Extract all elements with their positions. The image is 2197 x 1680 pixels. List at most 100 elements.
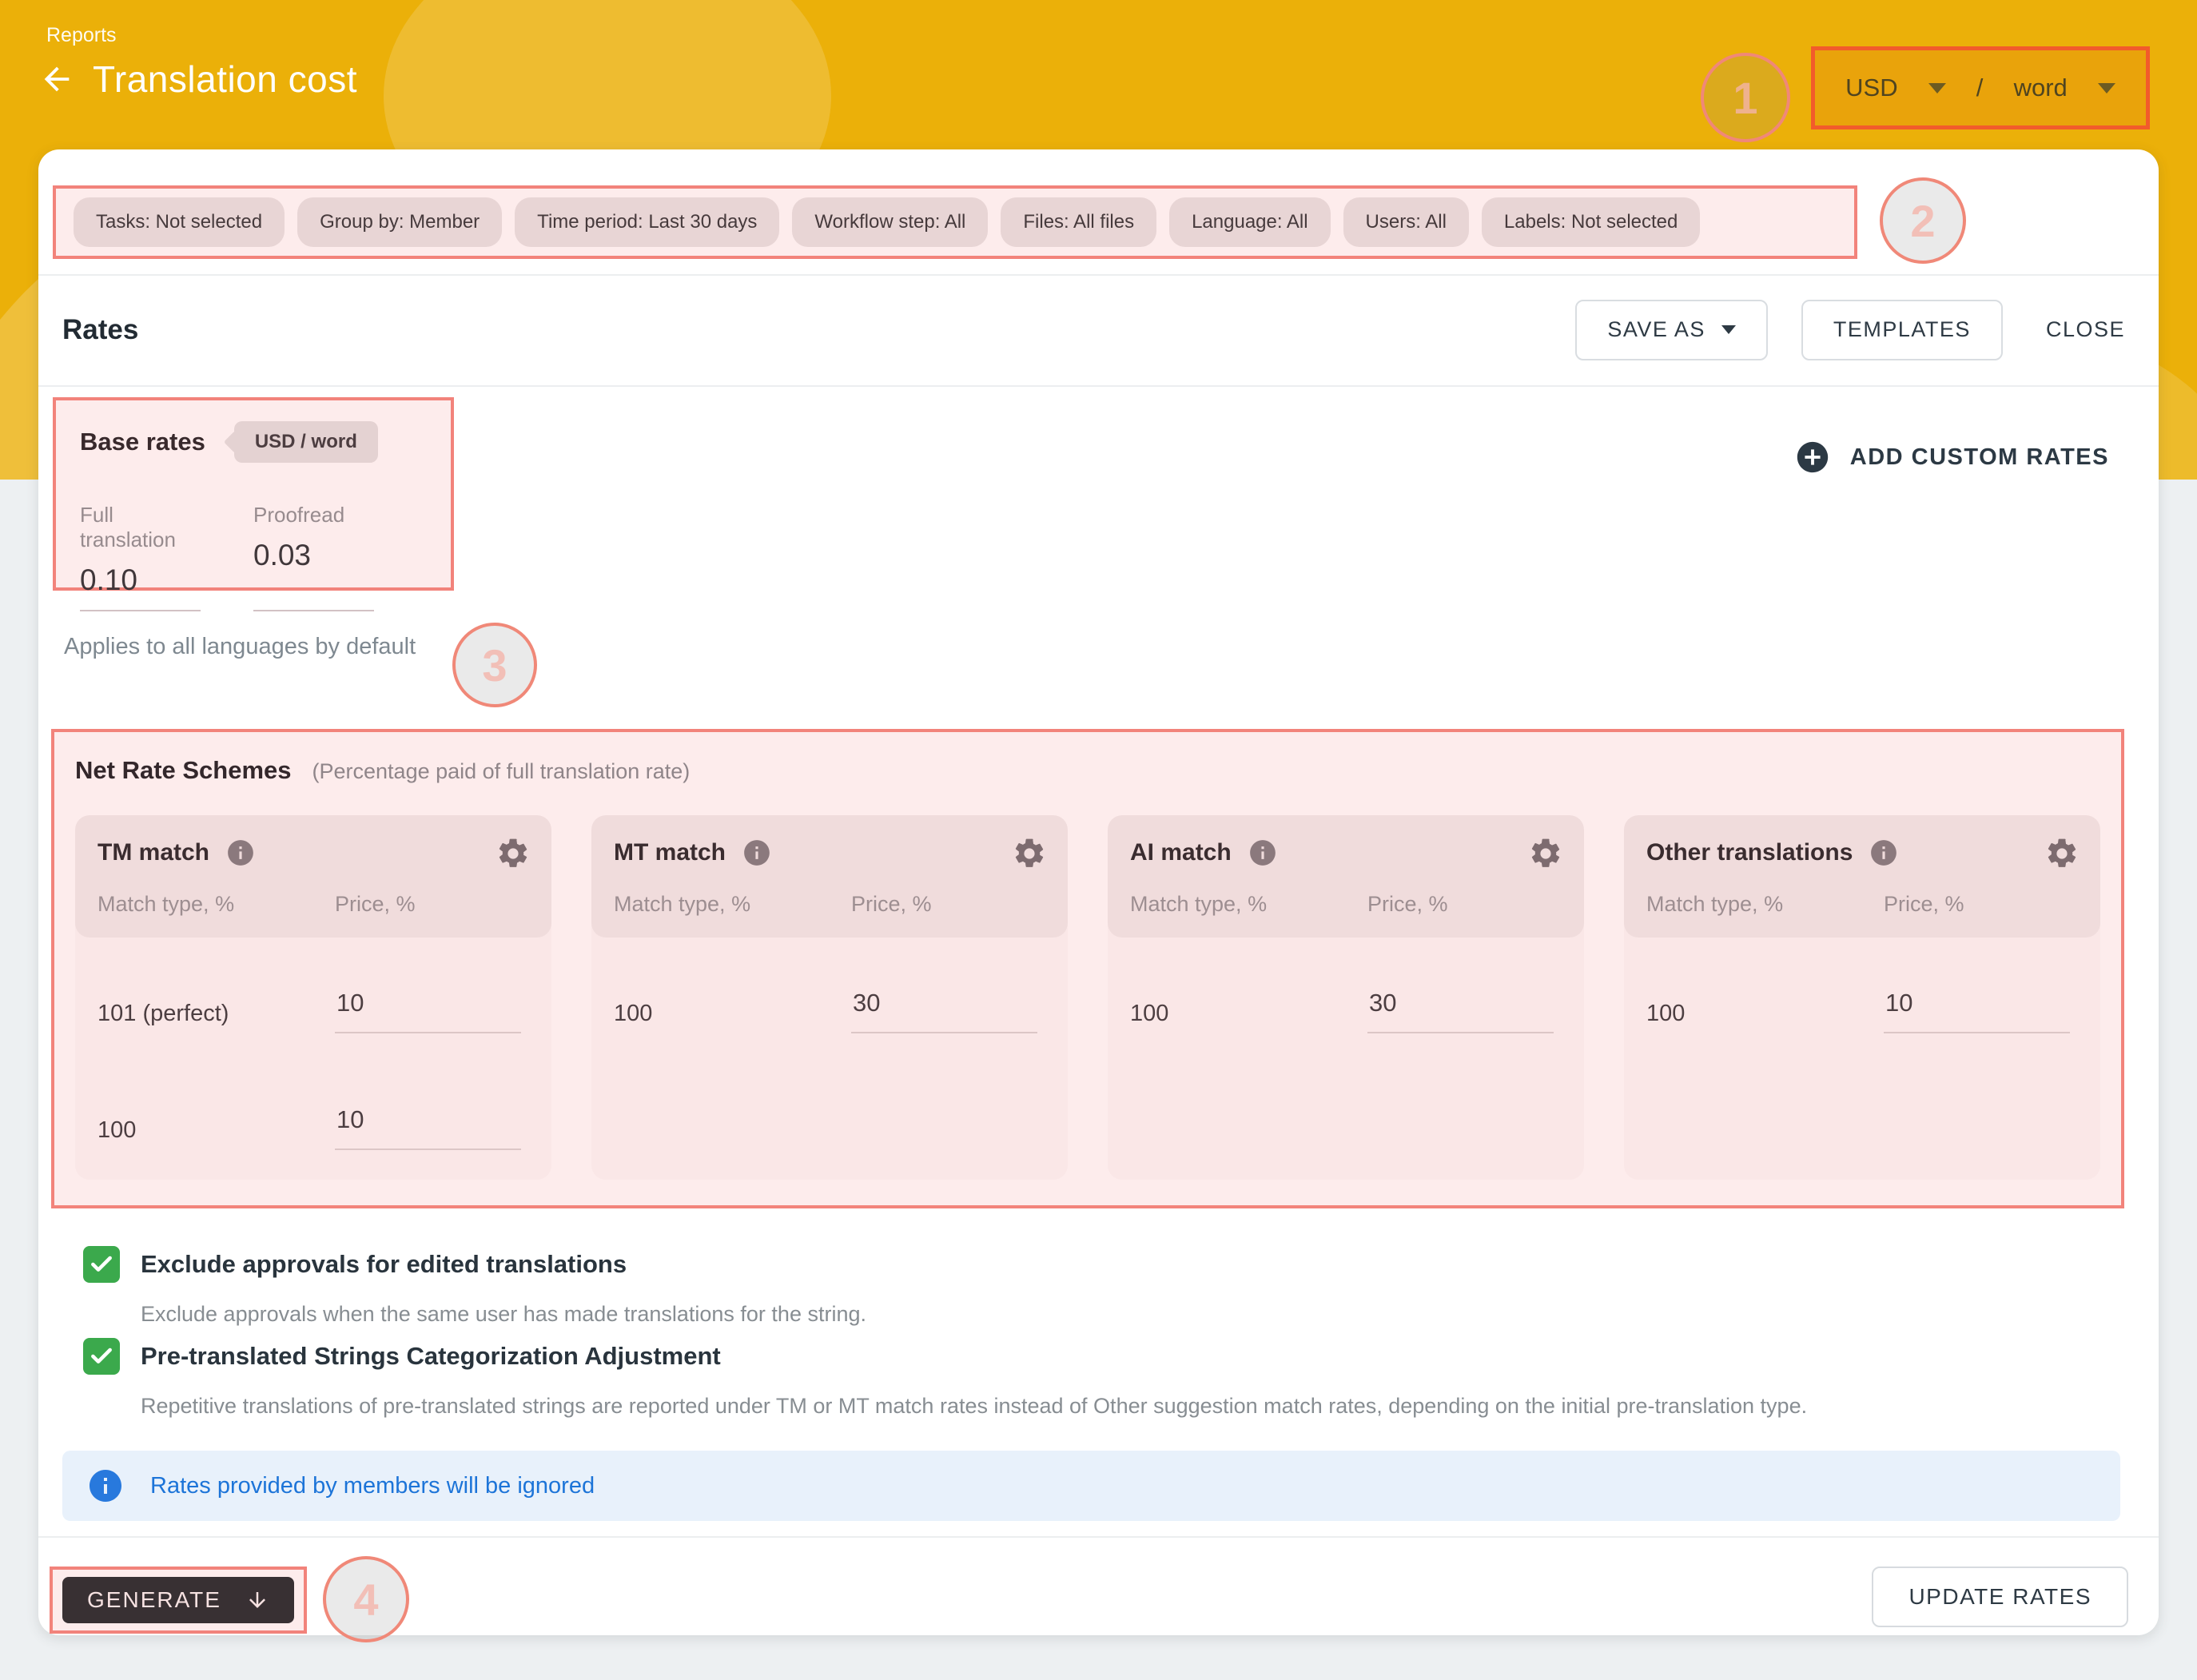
checkbox-checked-icon[interactable] bbox=[83, 1246, 120, 1283]
generate-annotation-box: GENERATE bbox=[50, 1567, 307, 1634]
info-icon[interactable] bbox=[742, 838, 772, 868]
scheme-row: 101 (perfect) 10 bbox=[98, 944, 529, 1061]
currency-unit-badge: USD / word bbox=[233, 421, 378, 463]
update-rates-button[interactable]: UPDATE RATES bbox=[1872, 1567, 2128, 1627]
breadcrumb[interactable]: Reports bbox=[46, 24, 117, 46]
filter-chip-workflow[interactable]: Workflow step: All bbox=[792, 197, 989, 247]
price-input[interactable]: 30 bbox=[851, 989, 1037, 1033]
step-circle-3: 3 bbox=[452, 623, 537, 707]
divider bbox=[38, 274, 2159, 276]
filter-chip-time-period[interactable]: Time period: Last 30 days bbox=[515, 197, 780, 247]
scheme-title: TM match bbox=[98, 839, 210, 866]
filter-chip-files[interactable]: Files: All files bbox=[1001, 197, 1157, 247]
unit-select[interactable]: word bbox=[2014, 74, 2115, 102]
full-translation-value[interactable]: 0.10 bbox=[80, 563, 138, 596]
notice-text: Rates provided by members will be ignore… bbox=[150, 1472, 595, 1499]
rates-action-bar: Rates SAVE AS TEMPLATES CLOSE bbox=[62, 276, 2135, 384]
option-title: Exclude approvals for edited translation… bbox=[141, 1250, 627, 1278]
page-title-row: Translation cost bbox=[38, 58, 357, 101]
full-translation-label: Full translation bbox=[80, 503, 176, 551]
scheme-rows: 101 (perfect) 10 100 10 bbox=[75, 938, 551, 1177]
step-circle-2: 2 bbox=[1880, 177, 1966, 264]
filter-chip-users[interactable]: Users: All bbox=[1343, 197, 1469, 247]
price-column-label: Price, % bbox=[851, 892, 932, 916]
info-icon[interactable] bbox=[225, 838, 256, 868]
scheme-rows: 100 10 bbox=[1624, 938, 2100, 1061]
price-input[interactable]: 10 bbox=[335, 1105, 521, 1150]
scheme-title: MT match bbox=[614, 839, 726, 866]
match-type-value: 100 bbox=[614, 1001, 653, 1026]
gear-icon[interactable] bbox=[1528, 836, 1563, 871]
scheme-card-header: Other translations Match type, % Price, … bbox=[1624, 815, 2100, 938]
chevron-down-icon bbox=[1928, 82, 1946, 94]
match-type-value: 100 bbox=[1130, 1001, 1169, 1026]
scheme-card-mt-match: MT match Match type, % Price, % bbox=[591, 815, 1068, 1180]
step-circle-4: 4 bbox=[323, 1556, 409, 1642]
filter-chip-group-by[interactable]: Group by: Member bbox=[297, 197, 503, 247]
match-type-column-label: Match type, % bbox=[98, 892, 235, 916]
proofread-rate-input[interactable]: Proofread 0.03 bbox=[253, 503, 374, 611]
price-input[interactable]: 10 bbox=[335, 989, 521, 1033]
currency-select[interactable]: USD bbox=[1845, 74, 1946, 102]
info-icon bbox=[86, 1467, 125, 1505]
generate-button[interactable]: GENERATE bbox=[62, 1577, 294, 1623]
plus-circle-icon bbox=[1794, 439, 1831, 476]
chevron-down-icon bbox=[2097, 82, 2115, 94]
scheme-card-other-translations: Other translations Match type, % Price, … bbox=[1624, 815, 2100, 1180]
scheme-card-header: AI match Match type, % Price, % bbox=[1108, 815, 1584, 938]
scheme-title: Other translations bbox=[1646, 839, 1853, 866]
generate-label: GENERATE bbox=[87, 1587, 221, 1612]
match-type-value: 100 bbox=[98, 1117, 137, 1143]
info-icon[interactable] bbox=[1869, 838, 1899, 868]
scheme-row: 100 10 bbox=[98, 1061, 529, 1177]
gear-icon[interactable] bbox=[496, 836, 531, 871]
templates-label: TEMPLATES bbox=[1833, 317, 1971, 341]
rates-actions: SAVE AS TEMPLATES CLOSE bbox=[1575, 299, 2135, 360]
price-column-label: Price, % bbox=[1884, 892, 1964, 916]
match-type-column-label: Match type, % bbox=[1130, 892, 1268, 916]
step-circle-1: 1 bbox=[1701, 53, 1790, 142]
option-title: Pre-translated Strings Categorization Ad… bbox=[141, 1342, 721, 1370]
arrow-down-icon bbox=[249, 1592, 265, 1608]
full-translation-rate-input[interactable]: Full translation 0.10 bbox=[80, 503, 201, 611]
report-settings-card: Tasks: Not selected Group by: Member Tim… bbox=[38, 149, 2159, 1642]
price-input[interactable]: 30 bbox=[1367, 989, 1554, 1033]
templates-button[interactable]: TEMPLATES bbox=[1801, 299, 2003, 360]
gear-icon[interactable] bbox=[1012, 836, 1047, 871]
gear-icon[interactable] bbox=[2044, 836, 2080, 871]
scheme-row: 100 10 bbox=[1646, 944, 2078, 1061]
filter-chip-labels[interactable]: Labels: Not selected bbox=[1481, 197, 1701, 247]
base-rates-title: Base rates bbox=[80, 428, 205, 456]
filter-chip-language[interactable]: Language: All bbox=[1169, 197, 1331, 247]
currency-unit-separator: / bbox=[1976, 74, 1984, 102]
scheme-row: 100 30 bbox=[1130, 944, 1562, 1061]
scheme-card-header: TM match Match type, % Price, % bbox=[75, 815, 551, 938]
scheme-row: 100 30 bbox=[614, 944, 1045, 1061]
price-column-label: Price, % bbox=[1367, 892, 1448, 916]
scheme-card-ai-match: AI match Match type, % Price, % bbox=[1108, 815, 1584, 1180]
option-exclude-approvals: Exclude approvals for edited translation… bbox=[83, 1246, 2103, 1327]
scheme-rows: 100 30 bbox=[1108, 938, 1584, 1061]
checkbox-checked-icon[interactable] bbox=[83, 1338, 120, 1375]
price-input[interactable]: 10 bbox=[1884, 989, 2070, 1033]
page-title: Translation cost bbox=[93, 58, 357, 100]
unit-value: word bbox=[2013, 74, 2068, 102]
proofread-value[interactable]: 0.03 bbox=[253, 539, 312, 571]
scheme-card-tm-match: TM match Match type, % Price, % bbox=[75, 815, 551, 1180]
price-column-label: Price, % bbox=[335, 892, 416, 916]
net-rate-schemes-title: Net Rate Schemes bbox=[75, 756, 292, 784]
base-rates-fields: Full translation 0.10 Proofread 0.03 bbox=[80, 503, 427, 611]
add-custom-rates-button[interactable]: ADD CUSTOM RATES bbox=[1794, 439, 2109, 476]
close-button[interactable]: CLOSE bbox=[2045, 317, 2125, 341]
divider bbox=[38, 1536, 2159, 1538]
info-icon[interactable] bbox=[1248, 838, 1278, 868]
divider bbox=[38, 385, 2159, 387]
option-pretranslated-adjustment: Pre-translated Strings Categorization Ad… bbox=[83, 1338, 2103, 1419]
scheme-rows: 100 30 bbox=[591, 938, 1068, 1061]
save-as-button[interactable]: SAVE AS bbox=[1575, 299, 1768, 360]
back-arrow-icon[interactable] bbox=[38, 61, 75, 98]
filter-chip-tasks[interactable]: Tasks: Not selected bbox=[74, 197, 285, 247]
scheme-title: AI match bbox=[1130, 839, 1232, 866]
base-rates-annotation-box: Base rates USD / word Full translation 0… bbox=[53, 397, 454, 611]
